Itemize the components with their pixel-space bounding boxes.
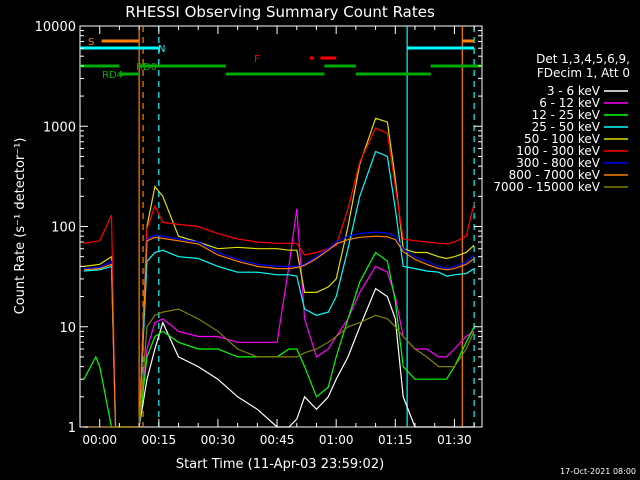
annotation-f: F <box>254 54 260 65</box>
series-line-0 <box>83 287 475 428</box>
x-axis: 00:00 00:15 00:30 00:45 01:00 01:15 01:30 <box>79 26 475 447</box>
series-line-6 <box>83 231 475 428</box>
legend-label-6: 300 - 800 keV <box>516 156 600 170</box>
x-tick-label-3: 00:45 <box>260 433 295 447</box>
legend-header-line-1: Det 1,3,4,5,6,9, <box>536 52 630 66</box>
series-line-5 <box>83 127 475 428</box>
y-tick-label-0: 1 <box>68 421 76 436</box>
series-line-8 <box>83 308 475 428</box>
legend-header-line-2: FDecim 1, Att 0 <box>537 66 630 80</box>
series-line-2 <box>83 251 475 428</box>
series-line-4 <box>83 117 475 428</box>
y-tick-label-4: 10000 <box>35 20 76 35</box>
x-tick-label-2: 00:30 <box>201 433 236 447</box>
x-tick-label-0: 00:00 <box>82 433 117 447</box>
footer-timestamp: 17-Oct-2021 08:00 <box>560 467 636 476</box>
series-line-7 <box>83 235 475 428</box>
legend-label-2: 12 - 25 keV <box>532 108 601 122</box>
y-tick-label-1: 10 <box>59 321 76 336</box>
x-tick-label-5: 01:15 <box>378 433 413 447</box>
legend-label-1: 6 - 12 keV <box>539 96 601 110</box>
legend-label-0: 3 - 6 keV <box>547 84 601 98</box>
legend-label-4: 50 - 100 keV <box>524 132 601 146</box>
y-tick-label-2: 100 <box>51 221 76 236</box>
x-tick-label-1: 00:15 <box>142 433 177 447</box>
annotation-rd4: RD4 <box>102 70 123 81</box>
y-axis-label: Count Rate (s⁻¹ detector⁻¹) <box>13 138 28 315</box>
series-line-1 <box>83 208 475 428</box>
x-axis-label: Start Time (11-Apr-03 23:59:02) <box>176 457 384 472</box>
y-tick-label-3: 1000 <box>43 120 76 135</box>
annotation-rd0: RD0 <box>136 62 157 73</box>
x-tick-label-4: 01:00 <box>319 433 354 447</box>
y-axis: 1 10 100 1000 10000 <box>35 20 482 436</box>
x-tick-label-6: 01:30 <box>437 433 472 447</box>
legend-label-7: 800 - 7000 keV <box>509 168 601 182</box>
series-line-3 <box>83 150 475 428</box>
annotation-s: S <box>88 37 94 48</box>
legend-label-8: 7000 - 15000 keV <box>493 180 600 194</box>
legend-label-3: 25 - 50 keV <box>532 120 601 134</box>
chart-title: RHESSI Observing Summary Count Rates <box>125 3 435 21</box>
legend-label-5: 100 - 300 keV <box>516 144 600 158</box>
annotation-n: N <box>158 44 165 55</box>
